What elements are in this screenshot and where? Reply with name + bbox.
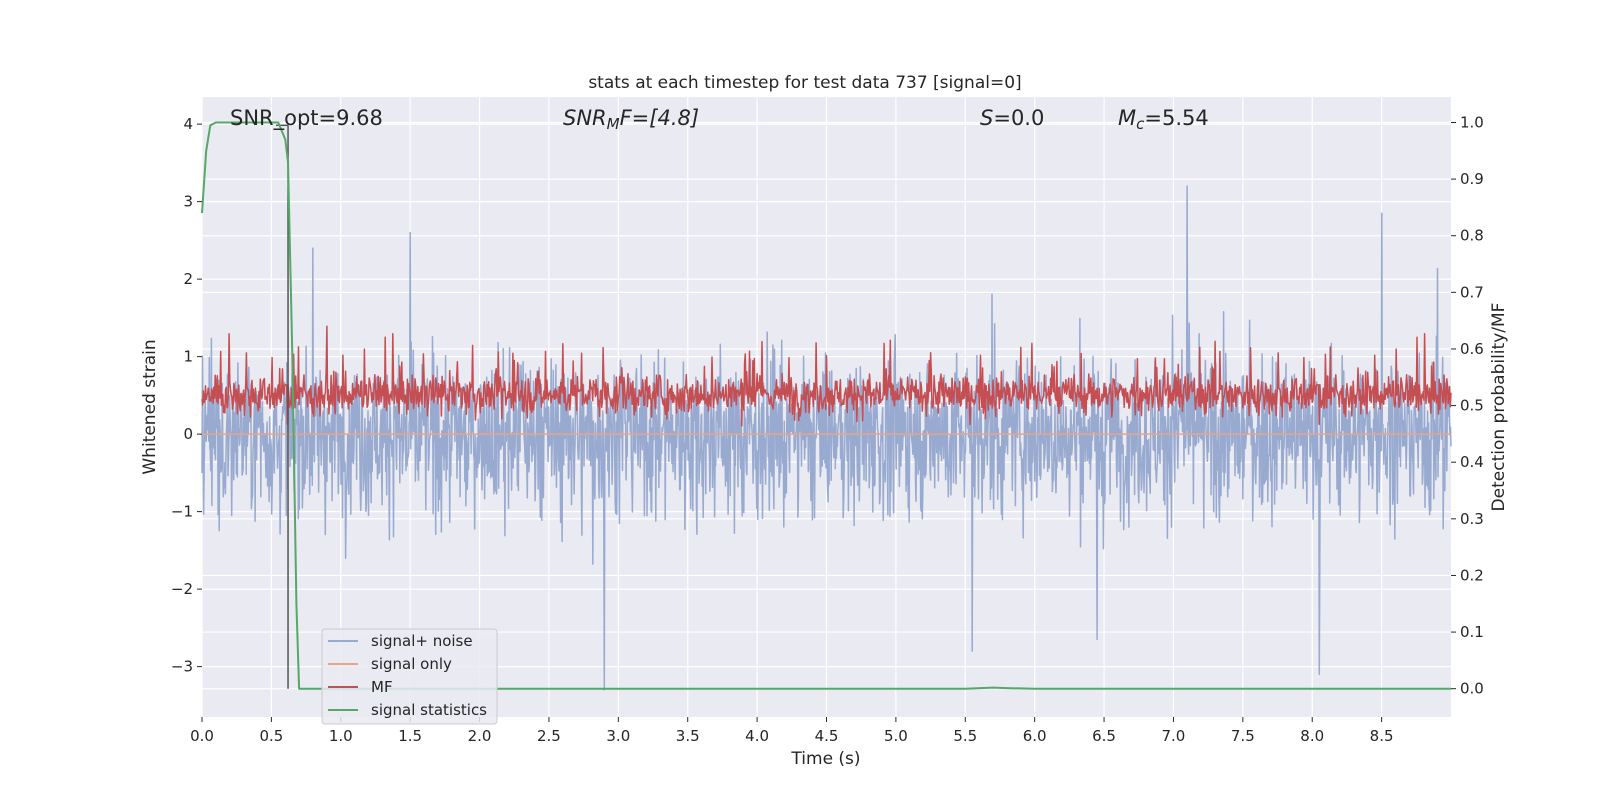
y-axis-ticks: −3 −2 −1 0 1 2 3 4 bbox=[171, 115, 202, 676]
x-tick-label-2: 1.0 bbox=[329, 727, 353, 745]
annotation-mc-subscript: c bbox=[1136, 115, 1145, 133]
annotation-snr-opt: SNR_opt=9.68 bbox=[230, 106, 383, 131]
y2-tick-label-2: 0.2 bbox=[1460, 566, 1484, 584]
y2-tick-label-5: 0.5 bbox=[1460, 397, 1484, 415]
y-tick-label-6: 3 bbox=[183, 193, 193, 211]
y-tick-label-1: −2 bbox=[171, 580, 193, 598]
annotation-mc-value: =5.54 bbox=[1144, 106, 1208, 130]
annotation-mc-symbol: M bbox=[1118, 106, 1136, 130]
x-tick-label-4: 2.0 bbox=[468, 727, 492, 745]
x-tick-label-7: 3.5 bbox=[676, 727, 700, 745]
annotation-s-symbol: S bbox=[980, 106, 993, 130]
y2-tick-label-8: 0.8 bbox=[1460, 227, 1484, 245]
annotation-snr-mf-symbol: SNR bbox=[563, 106, 607, 130]
x-axis-ticks: 0.0 0.5 1.0 1.5 2.0 2.5 3.0 3.5 4.0 4.5 5.0 5.5 6.0 6… bbox=[190, 717, 1394, 745]
x-tick-label-5: 2.5 bbox=[537, 727, 561, 745]
annotation-mc: Mc=5.54 bbox=[1118, 106, 1209, 133]
legend-box bbox=[321, 628, 498, 725]
x-tick-label-17: 8.5 bbox=[1370, 727, 1394, 745]
x-tick-label-3: 1.5 bbox=[398, 727, 422, 745]
legend-label-mf: MF bbox=[371, 678, 393, 696]
legend: signal+ noise signal only MF signal stat… bbox=[321, 628, 498, 725]
x-tick-label-9: 4.5 bbox=[815, 727, 839, 745]
annotations: SNR_opt=9.68 SNRMF=[4.8] S=0.0 Mc=5.54 bbox=[230, 106, 1209, 133]
y2-tick-label-6: 0.6 bbox=[1460, 340, 1484, 358]
y2-tick-label-1: 0.1 bbox=[1460, 623, 1484, 641]
data-layer bbox=[201, 121, 1452, 691]
annotation-s-value: =0.0 bbox=[993, 106, 1044, 130]
y-tick-label-7: 4 bbox=[183, 115, 193, 133]
x-tick-label-6: 3.0 bbox=[606, 727, 630, 745]
y-tick-label-4: 1 bbox=[183, 348, 193, 366]
x-tick-label-1: 0.5 bbox=[259, 727, 283, 745]
y2-axis-ticks: 0.0 0.1 0.2 0.3 0.4 0.5 0.6 0.7 0.8 0.9 1.0 bbox=[1451, 113, 1484, 698]
chart-title: stats at each timestep for test data 737… bbox=[588, 73, 1021, 93]
y2-tick-label-4: 0.4 bbox=[1460, 453, 1484, 471]
x-axis-label: Time (s) bbox=[790, 749, 860, 769]
annotation-s: S=0.0 bbox=[980, 106, 1044, 130]
x-tick-label-8: 4.0 bbox=[745, 727, 769, 745]
annotation-snr-mf-value: F=[4.8] bbox=[620, 106, 699, 130]
y2-tick-label-0: 0.0 bbox=[1460, 680, 1484, 698]
y-tick-label-3: 0 bbox=[183, 425, 193, 443]
y2-axis-label: Detection probability/MF bbox=[1489, 303, 1509, 512]
x-tick-label-15: 7.5 bbox=[1231, 727, 1255, 745]
x-tick-label-12: 6.0 bbox=[1023, 727, 1047, 745]
x-tick-label-16: 8.0 bbox=[1300, 727, 1324, 745]
x-tick-label-14: 7.0 bbox=[1162, 727, 1186, 745]
series-mf-line bbox=[201, 325, 1452, 427]
y2-tick-label-10: 1.0 bbox=[1460, 113, 1484, 131]
y-tick-label-2: −1 bbox=[171, 503, 193, 521]
y2-tick-label-9: 0.9 bbox=[1460, 170, 1484, 188]
legend-label-signal-statistics: signal statistics bbox=[371, 701, 487, 719]
y2-tick-label-7: 0.7 bbox=[1460, 283, 1484, 301]
annotation-snr-mf-subscript: M bbox=[607, 115, 620, 133]
series-signal-statistics-line bbox=[201, 121, 1451, 690]
legend-label-signal-only: signal only bbox=[371, 655, 452, 673]
legend-label-signal-noise: signal+ noise bbox=[371, 632, 473, 650]
x-tick-label-13: 6.5 bbox=[1092, 727, 1116, 745]
y-tick-label-0: −3 bbox=[171, 658, 193, 676]
y-axis-label: Whitened strain bbox=[140, 339, 160, 474]
x-tick-label-0: 0.0 bbox=[190, 727, 214, 745]
x-tick-label-11: 5.5 bbox=[953, 727, 977, 745]
annotation-snr-mf: SNRMF=[4.8] bbox=[563, 106, 699, 133]
x-tick-label-10: 5.0 bbox=[884, 727, 908, 745]
y2-tick-label-3: 0.3 bbox=[1460, 510, 1484, 528]
y-tick-label-5: 2 bbox=[183, 270, 193, 288]
